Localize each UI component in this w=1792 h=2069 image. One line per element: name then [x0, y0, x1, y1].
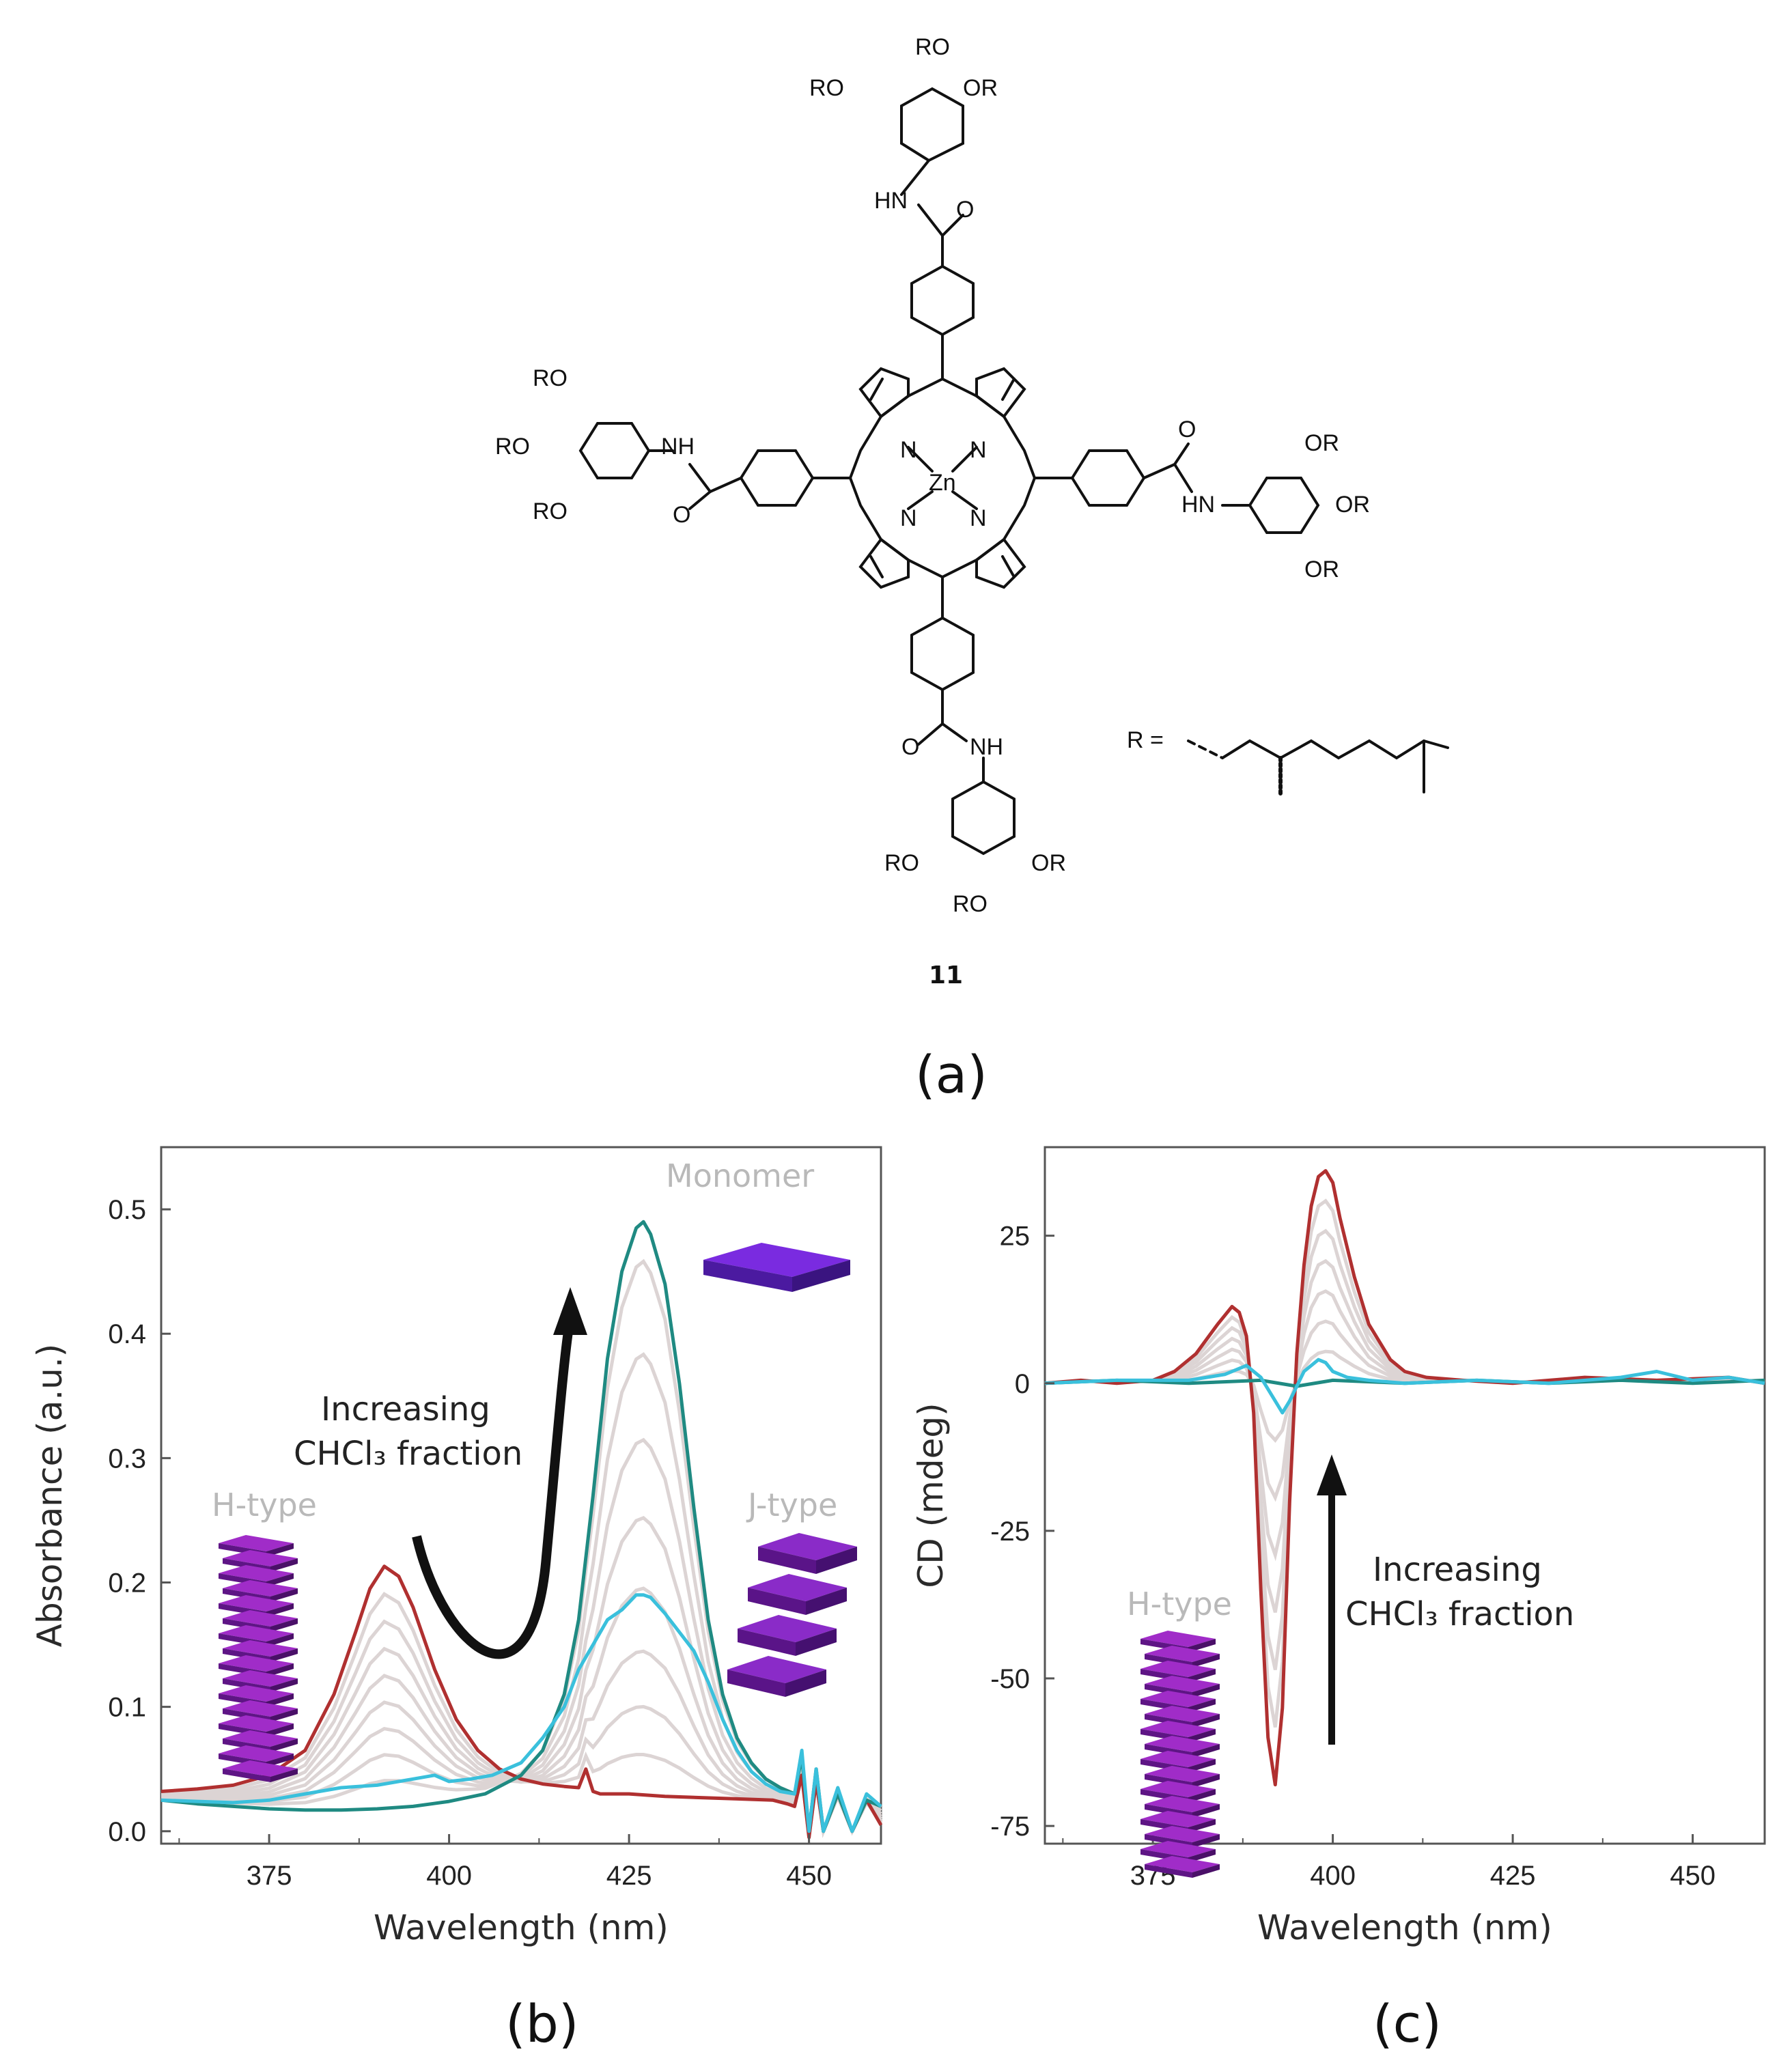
- y-ticks: 0.0 0.1 0.2 0.3 0.4 0.5: [108, 1195, 171, 1847]
- y-tick-label: 0.2: [108, 1568, 146, 1599]
- y-tick-label: 0.1: [108, 1693, 146, 1723]
- panel-label-a: (a): [915, 1044, 988, 1105]
- amide-nh-label: NH: [970, 734, 1003, 760]
- increasing-label: Increasing: [1373, 1551, 1542, 1589]
- carbonyl-o-label: O: [956, 197, 974, 223]
- x-tick-label: 375: [247, 1861, 292, 1891]
- left-arm-bonds: [578, 422, 852, 510]
- y-tick-label: 0: [1015, 1369, 1030, 1399]
- r-definition-label: R =: [1127, 727, 1164, 753]
- series-line: [1044, 1357, 1765, 1415]
- monomer-label: Monomer: [666, 1157, 814, 1194]
- ro-label: RO: [953, 891, 988, 917]
- or-label: OR: [963, 75, 998, 101]
- y-tick-label: 0.4: [108, 1319, 146, 1349]
- x-tick-label: 425: [606, 1861, 652, 1891]
- plot-frame: [1044, 1146, 1766, 1845]
- y-tick-label: 0.3: [108, 1444, 146, 1474]
- x-tick-label: 400: [1310, 1861, 1356, 1891]
- or-label: OR: [1335, 492, 1370, 518]
- series-line: [1044, 1169, 1765, 1787]
- or-label: OR: [1304, 430, 1339, 456]
- n-atom-label: N: [970, 437, 987, 463]
- panel-label-c: (c): [1373, 1993, 1442, 2054]
- or-label: OR: [1304, 557, 1339, 582]
- x-tick-label: 450: [1670, 1861, 1716, 1891]
- y-tick-label: -75: [990, 1812, 1030, 1842]
- y-axis-label: CD (mdeg): [911, 1403, 951, 1588]
- grey-trace: [1044, 1349, 1765, 1443]
- x-axis-label: Wavelength (nm): [1257, 1908, 1552, 1947]
- amide-hn-label: HN: [874, 188, 908, 214]
- top-arm-bonds: [900, 87, 975, 380]
- panel-label-b: (b): [505, 1993, 579, 2054]
- ro-label: RO: [915, 34, 950, 60]
- arrow-head: [553, 1287, 587, 1335]
- ro-label: RO: [495, 434, 530, 460]
- ro-label: RO: [533, 498, 568, 524]
- y-tick-label: 0.0: [108, 1817, 146, 1847]
- j-type-stack-icon: [727, 1533, 857, 1697]
- zn-atom-label: Zn: [929, 470, 956, 496]
- carbonyl-o-label: O: [673, 502, 690, 528]
- chcl3-fraction-label: CHCl₃ fraction: [1345, 1595, 1574, 1633]
- n-atom-label: N: [970, 505, 987, 531]
- or-label: OR: [1031, 850, 1066, 876]
- porphyrin-structure: N N N N Zn O HN RO RO OR O: [495, 34, 1449, 989]
- series-line: [160, 1593, 882, 1833]
- series-lines: [1044, 1169, 1765, 1787]
- ro-label: RO: [809, 75, 844, 101]
- x-tick-label: 450: [786, 1861, 832, 1891]
- y-tick-label: -50: [990, 1664, 1030, 1694]
- grey-trace: [1044, 1289, 1765, 1562]
- grey-trace: [1044, 1198, 1765, 1728]
- arrow-head: [1317, 1454, 1347, 1495]
- h-stack-layer: [1145, 1856, 1220, 1878]
- y-tick-label: 0.5: [108, 1195, 146, 1225]
- x-tick-label: 400: [426, 1861, 472, 1891]
- ro-label: RO: [884, 850, 919, 876]
- increasing-label: Increasing: [321, 1390, 490, 1428]
- h-stack-layer: [223, 1760, 298, 1782]
- right-arm-bonds: [1033, 442, 1320, 534]
- absorbance-chart: 375 400 425 450 0.0 0.1 0.2 0.3 0.4 0.5 Waveleng…: [30, 1146, 883, 1947]
- increasing-arrow: [412, 1317, 575, 1659]
- chcl3-fraction-label: CHCl₃ fraction: [294, 1435, 522, 1473]
- x-axis-label: Wavelength (nm): [374, 1908, 669, 1947]
- r-group-chain: [1187, 739, 1449, 798]
- grey-intermediate-traces: [1044, 1198, 1765, 1728]
- ro-label: RO: [533, 365, 568, 391]
- carbonyl-o-label: O: [901, 734, 919, 760]
- x-tick-label: 425: [1490, 1861, 1536, 1891]
- amide-hn-label: HN: [1181, 492, 1215, 518]
- plot-frame: [160, 1146, 882, 1845]
- y-tick-label: -25: [990, 1517, 1030, 1547]
- monomer-tile-icon: [703, 1243, 850, 1292]
- x-ticks: 375 400 425 450: [178, 1834, 832, 1891]
- y-axis-label: Absorbance (a.u.): [30, 1344, 70, 1647]
- amide-nh-label: NH: [661, 434, 695, 460]
- h-type-stack-icon: [219, 1535, 298, 1782]
- y-tick-label: 25: [1000, 1222, 1031, 1252]
- y-ticks: -75 -50 -25 0 25: [990, 1222, 1054, 1842]
- bottom-arm-bonds: [910, 576, 1016, 856]
- j-type-label: J-type: [746, 1487, 837, 1523]
- compound-number: 11: [929, 961, 963, 989]
- n-atom-label: N: [900, 437, 917, 463]
- grey-trace: [1044, 1319, 1765, 1502]
- h-type-stack-icon: [1140, 1631, 1220, 1878]
- carbonyl-o-label: O: [1178, 417, 1196, 442]
- h-type-label: H-type: [1127, 1586, 1232, 1622]
- n-atom-label: N: [900, 505, 917, 531]
- h-type-label: H-type: [212, 1487, 317, 1523]
